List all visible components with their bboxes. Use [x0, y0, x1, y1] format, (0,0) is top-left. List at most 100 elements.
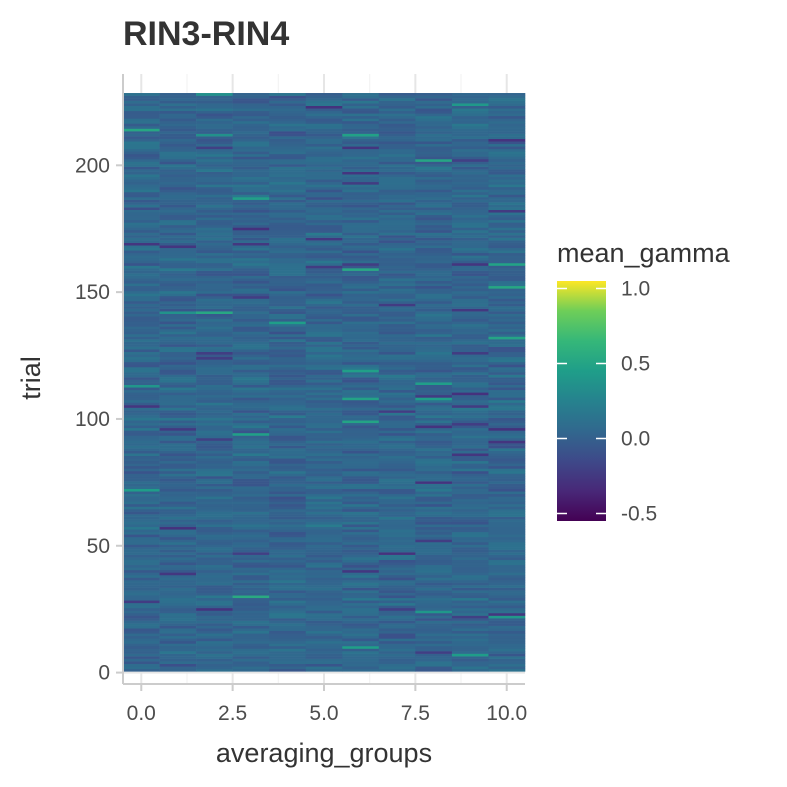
heatmap-cell: [232, 430, 270, 434]
heatmap-cell: [196, 199, 233, 203]
heatmap-cell: [159, 557, 197, 561]
heatmap-cell: [123, 364, 160, 368]
heatmap-cell: [196, 377, 233, 380]
heatmap-cell: [123, 176, 160, 180]
heatmap-cell: [159, 126, 197, 129]
heatmap-cell: [123, 547, 160, 550]
heatmap-cell: [123, 577, 160, 581]
heatmap-cell: [232, 625, 270, 629]
heatmap-cell: [269, 344, 307, 347]
heatmap-cell: [196, 341, 233, 345]
heatmap-cell: [232, 623, 270, 626]
heatmap-cell: [378, 389, 416, 393]
heatmap-cell: [196, 189, 233, 193]
heatmap-cell: [378, 582, 416, 586]
heatmap-cell: [415, 270, 453, 274]
heatmap-cell: [196, 346, 233, 350]
heatmap-cell: [342, 336, 380, 340]
heatmap-cell: [451, 582, 489, 586]
heatmap-cell: [451, 108, 489, 112]
heatmap-cell: [269, 169, 307, 172]
heatmap-cell: [378, 95, 416, 99]
heatmap-cell: [196, 541, 233, 545]
heatmap-cell: [196, 488, 233, 492]
heatmap-cell: [123, 511, 160, 515]
heatmap-cell: [342, 268, 380, 271]
heatmap-cell: [123, 93, 160, 96]
heatmap-cell: [488, 531, 526, 535]
heatmap-cell: [123, 607, 160, 611]
heatmap-cell: [232, 633, 270, 637]
heatmap-cell: [232, 607, 270, 611]
heatmap-cell: [342, 207, 380, 210]
heatmap-cell: [159, 113, 197, 117]
heatmap-cell: [305, 377, 343, 380]
heatmap-cell: [305, 308, 343, 312]
heatmap-cell: [488, 516, 526, 520]
heatmap-cell: [378, 595, 416, 599]
heatmap-cell: [305, 577, 343, 581]
heatmap-cell: [123, 118, 160, 122]
heatmap-cell: [123, 346, 160, 350]
heatmap-cell: [196, 483, 233, 487]
heatmap-cell: [488, 245, 526, 249]
heatmap-cell: [196, 146, 233, 150]
heatmap-cell: [159, 224, 197, 228]
heatmap-cell: [342, 250, 380, 254]
heatmap-cell: [451, 341, 489, 345]
heatmap-cell: [159, 359, 197, 363]
heatmap-cell: [123, 623, 160, 626]
heatmap-cell: [159, 98, 197, 101]
heatmap-cell: [488, 191, 526, 195]
heatmap-cell: [196, 331, 233, 335]
heatmap-cell: [123, 161, 160, 165]
heatmap-cell: [415, 321, 453, 325]
heatmap-cell: [488, 577, 526, 581]
heatmap-cell: [451, 534, 489, 538]
heatmap-cell: [232, 283, 270, 287]
heatmap-cell: [159, 607, 197, 611]
heatmap-cell: [488, 359, 526, 363]
heatmap-cell: [123, 285, 160, 289]
heatmap-cell: [415, 612, 453, 616]
heatmap-cell: [159, 536, 197, 540]
heatmap-cell: [232, 658, 270, 662]
heatmap-cell: [123, 544, 160, 548]
heatmap-cell: [415, 483, 453, 487]
heatmap-cell: [415, 328, 453, 332]
heatmap-cell: [451, 156, 489, 160]
heatmap-cell: [378, 458, 416, 462]
heatmap-cell: [123, 531, 160, 535]
heatmap-cell: [232, 252, 270, 256]
heatmap-cell: [342, 224, 380, 228]
heatmap-cell: [342, 143, 380, 147]
heatmap-cell: [451, 432, 489, 436]
heatmap-cell: [451, 151, 489, 155]
heatmap-cell: [159, 349, 197, 353]
heatmap-cell: [342, 432, 380, 436]
heatmap-cell: [269, 506, 307, 510]
heatmap-cell: [342, 133, 380, 137]
heatmap-cell: [342, 374, 380, 378]
heatmap-cell: [269, 207, 307, 210]
heatmap-cell: [232, 372, 270, 375]
heatmap-cell: [488, 214, 526, 218]
heatmap-cell: [196, 153, 233, 157]
heatmap-cell: [488, 100, 526, 104]
heatmap-cell: [159, 369, 197, 373]
heatmap-cell: [305, 189, 343, 193]
heatmap-cell: [196, 323, 233, 327]
heatmap-cell: [415, 491, 453, 495]
heatmap-cell: [415, 633, 453, 637]
heatmap-cell: [378, 171, 416, 175]
heatmap-cell: [196, 432, 233, 436]
heatmap-cell: [488, 602, 526, 606]
heatmap-cell: [232, 95, 270, 99]
heatmap-cell: [123, 280, 160, 284]
heatmap-cell: [196, 100, 233, 104]
heatmap-cell: [123, 372, 160, 375]
heatmap-cell: [342, 415, 380, 418]
heatmap-cell: [451, 536, 489, 540]
heatmap-cell: [159, 141, 197, 145]
heatmap-cell: [378, 194, 416, 198]
